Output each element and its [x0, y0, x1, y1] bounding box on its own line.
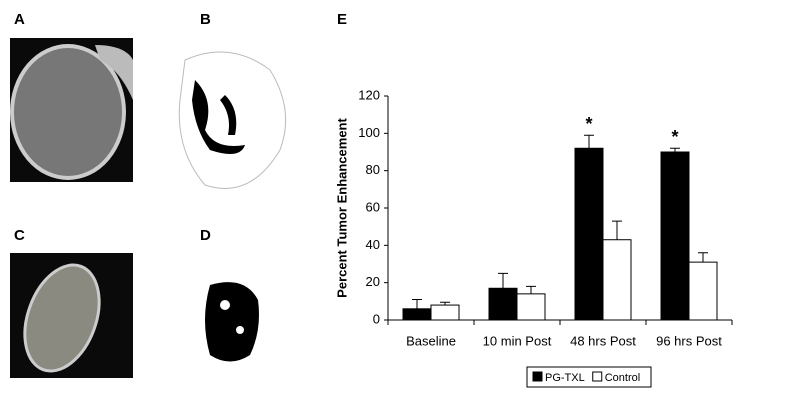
- map-d-gap: [220, 300, 230, 310]
- legend-label: PG-TXL: [545, 372, 585, 384]
- legend-label: Control: [605, 372, 640, 384]
- error-bar: [698, 252, 708, 263]
- error-bar: [584, 134, 594, 149]
- y-tick-label: 60: [366, 199, 380, 214]
- bar: [574, 147, 604, 321]
- tumor-a: [10, 44, 126, 180]
- bar: [688, 261, 718, 321]
- error-bar: [412, 298, 422, 309]
- legend-swatch: [532, 371, 543, 382]
- legend-box: [526, 366, 652, 388]
- error-bar: [526, 285, 536, 294]
- x-tick-label: 96 hrs Post: [656, 333, 722, 348]
- y-tick-label: 20: [366, 274, 380, 289]
- x-tick-label: 48 hrs Post: [570, 333, 636, 348]
- panel-label: B: [200, 11, 211, 28]
- panel-label: C: [14, 227, 25, 244]
- bar: [488, 287, 518, 321]
- map-b-enhancement: [220, 95, 237, 135]
- map-d-enhancement: [205, 282, 259, 362]
- x-tick-label: 10 min Post: [483, 333, 552, 348]
- bar: [602, 239, 632, 321]
- y-tick-label: 0: [373, 311, 380, 326]
- bar: [430, 304, 460, 321]
- panel-label: A: [14, 11, 25, 28]
- error-bar: [498, 272, 508, 289]
- y-tick-label: 120: [358, 87, 380, 102]
- y-axis-label: Percent Tumor Enhancement: [334, 118, 349, 298]
- map-d-gap: [236, 326, 244, 334]
- error-bar: [612, 220, 622, 240]
- bar: [660, 151, 690, 321]
- panel-label: E: [337, 11, 347, 28]
- tumor-c: [23, 263, 101, 373]
- x-tick-label: Baseline: [406, 333, 456, 348]
- error-bar: [670, 147, 680, 152]
- legend-swatch: [592, 371, 603, 382]
- annotation: *: [585, 114, 592, 134]
- tissue-a: [95, 45, 133, 100]
- map-b-enhancement: [192, 80, 245, 154]
- bar: [402, 308, 432, 321]
- y-tick-label: 80: [366, 162, 380, 177]
- y-tick-label: 100: [358, 125, 380, 140]
- bar: [516, 293, 546, 321]
- annotation: *: [671, 127, 678, 147]
- error-bar: [440, 301, 450, 306]
- y-tick-label: 40: [366, 237, 380, 252]
- panel-label: D: [200, 227, 211, 244]
- panel-images: A B C D: [10, 11, 287, 378]
